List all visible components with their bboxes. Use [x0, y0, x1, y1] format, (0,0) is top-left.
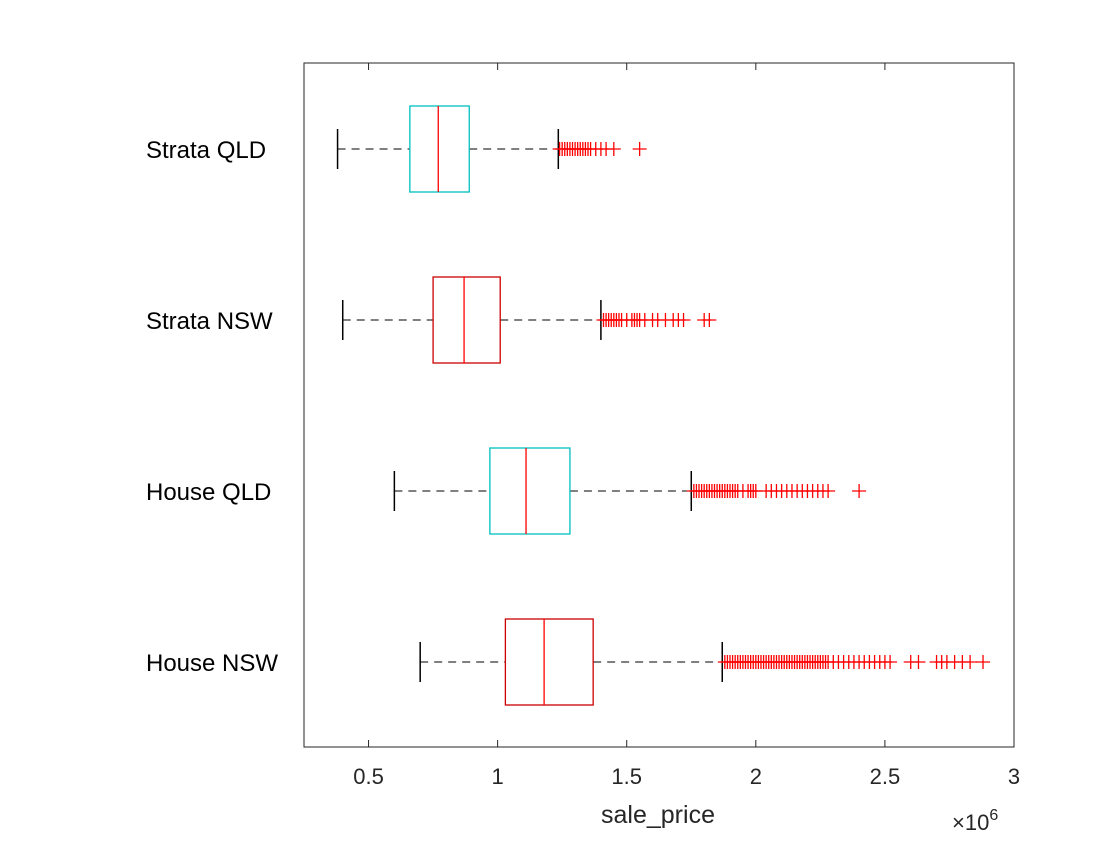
outlier-marker — [821, 484, 836, 498]
outlier-point — [883, 655, 898, 669]
category-label: Strata QLD — [146, 137, 266, 164]
y-axis-category-labels: Strata QLD Strata NSW House QLD House NSW — [146, 137, 278, 677]
x-axis-multiplier: ×106 — [952, 807, 998, 835]
outlier-marker — [911, 655, 926, 669]
outlier-point — [911, 655, 926, 669]
x-tick-label: 2 — [750, 764, 762, 789]
outlier-marker — [676, 313, 691, 327]
category-label: House QLD — [146, 479, 271, 506]
outlier-marker — [632, 142, 647, 156]
category-label: Strata NSW — [146, 308, 273, 335]
plot-frame — [303, 62, 1015, 748]
x-tick-label: 0.5 — [353, 764, 384, 789]
outlier-point — [976, 655, 991, 669]
box-group — [336, 105, 647, 193]
box-iqr — [432, 276, 501, 364]
outlier-marker — [702, 313, 717, 327]
x-axis-label: sale_price — [601, 801, 715, 829]
x-tick-label: 1.5 — [611, 764, 642, 789]
plot-area — [303, 62, 1015, 748]
outlier-marker — [852, 484, 867, 498]
box-iqr — [409, 105, 470, 193]
outlier-marker — [883, 655, 898, 669]
outlier-point — [852, 484, 867, 498]
outlier-marker — [976, 655, 991, 669]
box-group — [419, 618, 991, 706]
outlier-marker — [606, 142, 621, 156]
outlier-point — [606, 142, 621, 156]
outlier-point — [676, 313, 691, 327]
outlier-point — [632, 142, 647, 156]
box-iqr — [489, 447, 571, 535]
x-tick-label: 1 — [492, 764, 504, 789]
outlier-point — [963, 655, 978, 669]
outlier-point — [702, 313, 717, 327]
outlier-marker — [963, 655, 978, 669]
x-axis-ticks: 0.5 1 1.5 2 2.5 3 — [353, 63, 1020, 789]
x-tick-label: 3 — [1008, 764, 1020, 789]
box-group — [393, 447, 867, 535]
box-group — [341, 276, 717, 364]
box-iqr — [504, 618, 594, 706]
outlier-point — [821, 484, 836, 498]
category-label: House NSW — [146, 650, 278, 677]
x-tick-label: 2.5 — [870, 764, 901, 789]
